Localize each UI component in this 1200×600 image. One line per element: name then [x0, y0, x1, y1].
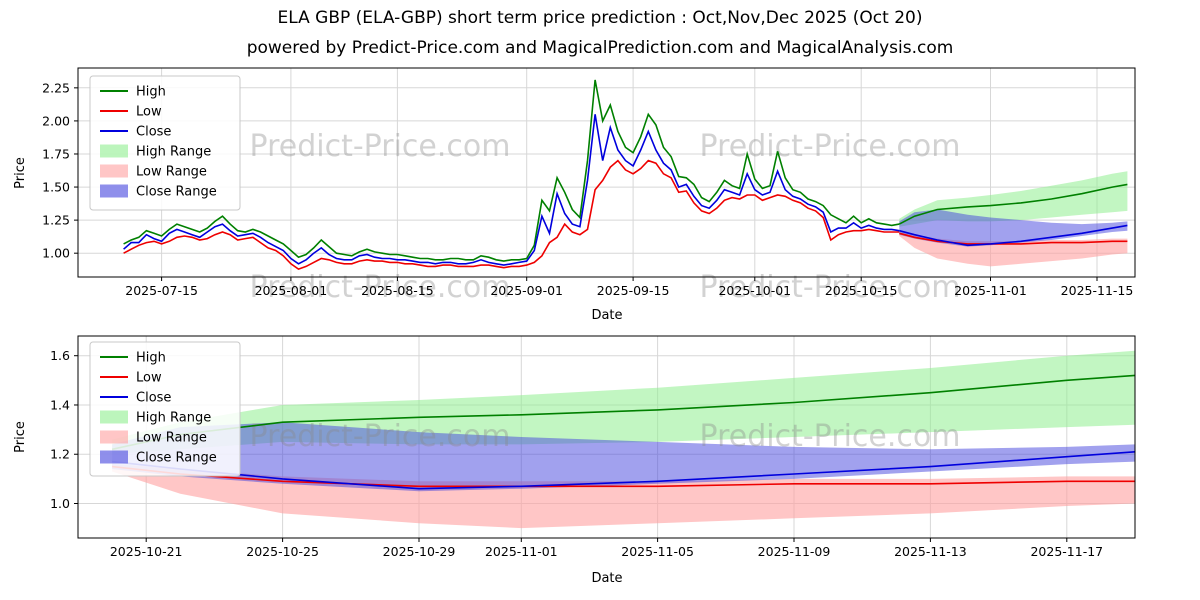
close-range-band	[899, 209, 1128, 247]
legend-swatch-close_range	[100, 184, 128, 198]
legend-swatch-close_range	[100, 450, 128, 464]
legend-swatch-low_range	[100, 430, 128, 444]
y-axis-label: Price	[13, 421, 28, 453]
low-line-forecast	[899, 232, 1128, 245]
y-axis-label: Price	[13, 157, 28, 189]
watermark-text: Predict-Price.com	[700, 129, 961, 164]
legend-label: Close	[136, 125, 171, 140]
x-tick-label: 2025-11-01	[954, 283, 1027, 298]
legend-label: Low Range	[136, 165, 207, 180]
watermark-text: Predict-Price.com	[700, 419, 961, 454]
legend-label: High Range	[136, 411, 211, 426]
y-tick-label: 1.0	[50, 496, 70, 511]
x-tick-label: 2025-10-29	[383, 544, 456, 559]
legend: High Low Close High Range Low Range Close Ran…	[89, 75, 241, 211]
y-tick-label: 2.25	[42, 80, 70, 95]
legend-swatch-high_range	[100, 144, 128, 158]
x-tick-label: 2025-10-21	[110, 544, 183, 559]
x-tick-label: 2025-08-01	[255, 283, 328, 298]
watermark: Predict-Price.com Predict-Price.com Predic…	[250, 129, 961, 305]
forecast-bands	[899, 171, 1128, 267]
x-tick-label: 2025-11-09	[758, 544, 831, 559]
price-forecast-chart: Predict-Price.com Predict-Price.com2025-1…	[13, 335, 1136, 586]
high-range-band	[112, 350, 1136, 455]
low-line-history	[123, 159, 900, 270]
x-tick-label: 2025-11-15	[1061, 283, 1134, 298]
forecast-bands	[112, 350, 1136, 529]
y-tick-label: 1.2	[50, 447, 70, 462]
y-tick-label: 1.75	[42, 146, 70, 161]
watermark-text: Predict-Price.com	[250, 419, 511, 454]
x-tick-label: 2025-09-15	[597, 283, 670, 298]
series-lines	[123, 79, 1128, 270]
x-tick-label: 2025-10-01	[718, 283, 791, 298]
y-tick-label: 2.00	[42, 113, 70, 128]
legend-label: Close Range	[136, 451, 217, 466]
legend-label: Close	[136, 391, 171, 406]
plot-border	[77, 335, 1136, 539]
legend-label: Low	[136, 105, 162, 120]
close-line-history	[123, 114, 900, 266]
x-tick-label: 2025-10-15	[825, 283, 898, 298]
x-tick-label: 2025-11-01	[485, 544, 558, 559]
legend: High Low Close High Range Low Range Close Ran…	[89, 341, 241, 477]
watermark-text: Predict-Price.com	[250, 129, 511, 164]
chart-title: ELA GBP (ELA-GBP) short term price predi…	[277, 8, 923, 28]
legend-label: Low Range	[136, 431, 207, 446]
x-axis-label: Date	[591, 571, 622, 586]
high-line-forecast	[898, 183, 1128, 225]
legend-label: Low	[136, 371, 162, 386]
x-tick-label: 2025-11-17	[1030, 544, 1103, 559]
y-tick-label: 1.4	[50, 397, 70, 412]
y-tick-label: 1.25	[42, 213, 70, 228]
watermark: Predict-Price.com Predict-Price.com	[250, 419, 961, 454]
watermark-text: Predict-Price.com	[250, 270, 511, 305]
close-range-band	[112, 422, 1136, 492]
axes: 2025-07-15 2025-08-01 2025-08-15 2025-09-01…	[13, 67, 1136, 323]
close-line-forecast	[899, 224, 1128, 247]
y-tick-label: 1.6	[50, 348, 70, 363]
legend-label: High Range	[136, 145, 211, 160]
legend-swatch-low_range	[100, 164, 128, 178]
x-tick-label: 2025-10-25	[246, 544, 319, 559]
y-tick-label: 1.50	[42, 180, 70, 195]
x-tick-label: 2025-07-15	[125, 283, 198, 298]
x-tick-label: 2025-08-15	[361, 283, 434, 298]
x-tick-label: 2025-09-01	[490, 283, 563, 298]
legend-label: Close Range	[136, 185, 217, 200]
legend-label: High	[136, 351, 166, 366]
legend-swatch-high_range	[100, 410, 128, 424]
chart-subtitle: powered by Predict-Price.com and Magical…	[246, 38, 954, 58]
high-line-history	[123, 79, 900, 262]
x-tick-label: 2025-11-13	[894, 544, 967, 559]
axes: 2025-10-21 2025-10-25 2025-10-29 2025-11-01…	[13, 335, 1136, 586]
low-line-forecast	[112, 465, 1135, 488]
x-tick-label: 2025-11-05	[621, 544, 694, 559]
price-history-chart: Predict-Price.com Predict-Price.com Predic…	[13, 67, 1136, 323]
y-tick-label: 1.00	[42, 246, 70, 261]
plot-border	[77, 67, 1136, 278]
legend-label: High	[136, 85, 166, 100]
x-axis-label: Date	[591, 308, 622, 323]
watermark-text: Predict-Price.com	[700, 270, 961, 305]
